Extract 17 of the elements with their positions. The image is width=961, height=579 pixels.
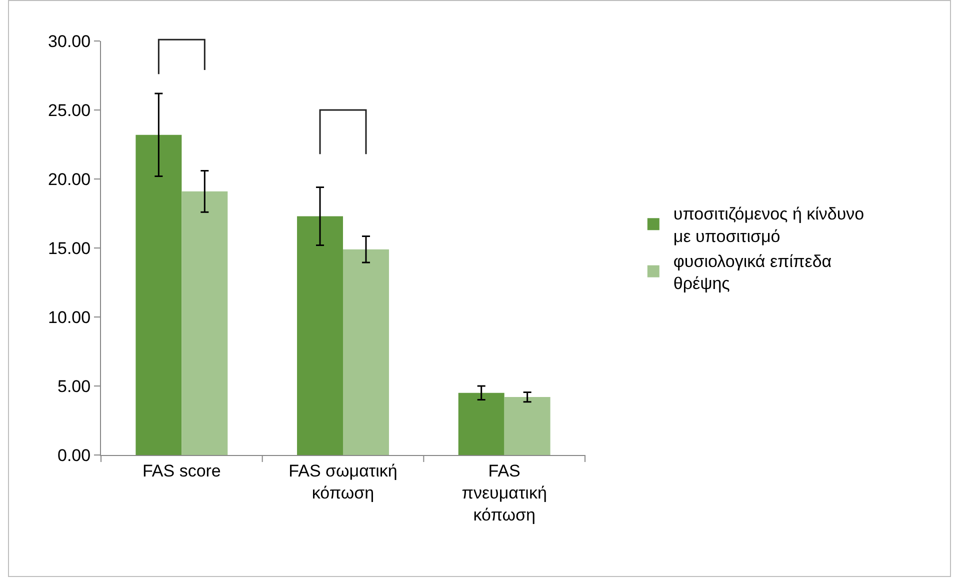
y-tick-label: 0.00	[58, 446, 91, 465]
bar	[343, 249, 389, 455]
bar	[136, 134, 182, 455]
y-tick-label: 10.00	[48, 308, 91, 327]
bar	[297, 216, 343, 455]
bar	[458, 392, 504, 455]
y-tick-label: 5.00	[58, 376, 91, 396]
x-tick-label: FAS σωματική κόπωση	[288, 461, 398, 502]
x-tick-label: FAS score	[142, 461, 221, 480]
y-tick-label: 15.00	[48, 238, 91, 258]
y-tick-label: 20.00	[48, 170, 91, 189]
legend-label: φυσιολογικά επίπεδα θρέψης	[673, 252, 832, 293]
bar	[504, 397, 550, 455]
y-tick-label: 25.00	[48, 100, 91, 120]
y-tick-label: 30.00	[48, 32, 91, 51]
bar	[182, 191, 228, 455]
x-tick-label: FAS πνευματική κόπωση	[462, 461, 547, 525]
